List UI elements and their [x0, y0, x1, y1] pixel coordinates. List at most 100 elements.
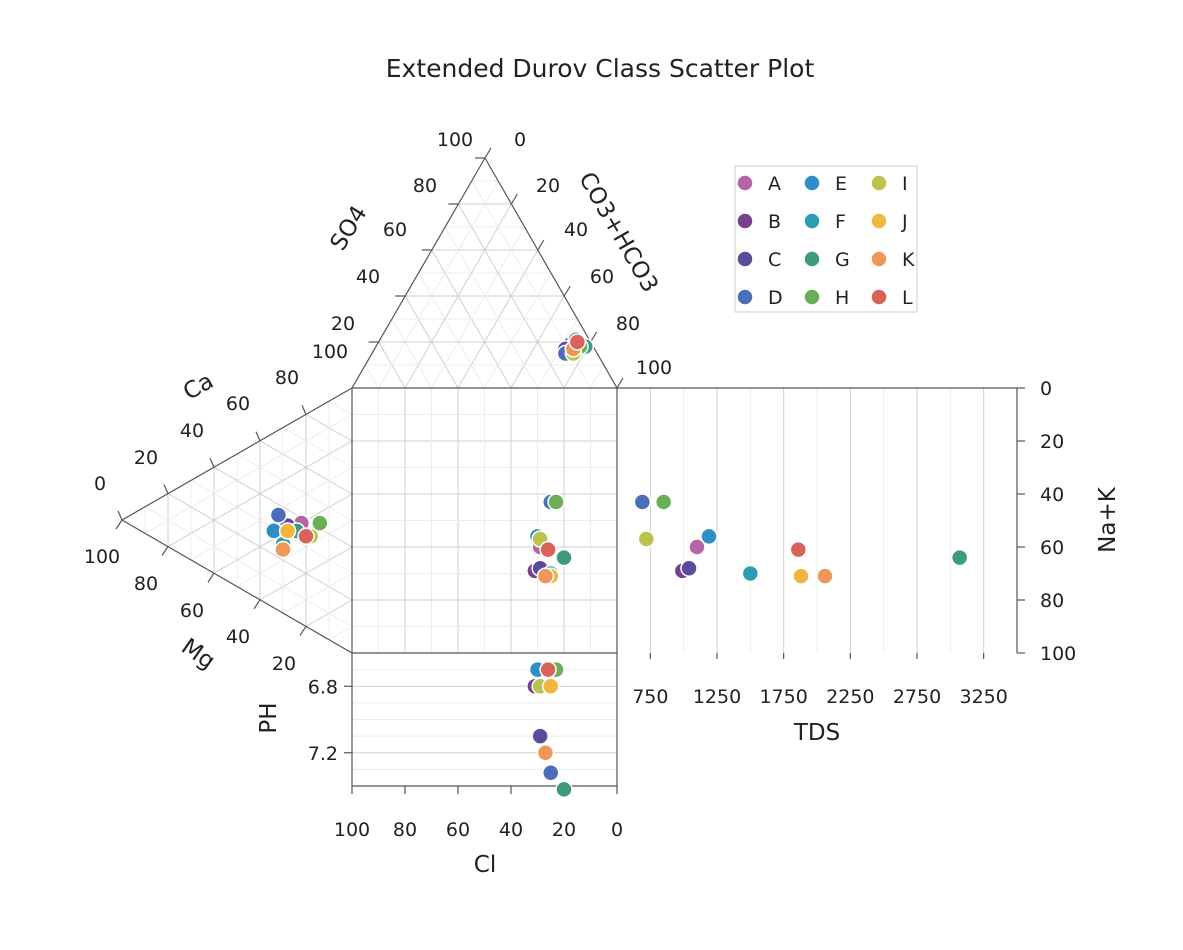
point-cation-h [311, 514, 329, 532]
ca-tick-label: 0 [94, 473, 106, 495]
co3-tick [590, 331, 598, 343]
point-ph-c [531, 727, 549, 745]
co3-tick-label: 40 [564, 219, 588, 241]
cation-grid [167, 493, 353, 601]
legend-label-i: I [902, 173, 908, 195]
legend-marker-h [803, 288, 821, 306]
co3-tick [616, 377, 624, 389]
nak-tick-label: 60 [1040, 537, 1064, 559]
tds-tick-label: 3250 [959, 686, 1007, 708]
cation-grid [144, 414, 353, 534]
legend-label-j: J [901, 211, 908, 233]
legend-marker-i [870, 174, 888, 192]
tds-axis-label: TDS [793, 720, 840, 746]
cl-tick-label: 80 [393, 819, 417, 841]
cation-grid [328, 626, 353, 641]
mg-tick-label: 60 [180, 600, 204, 622]
tds-tick-label: 1750 [759, 686, 807, 708]
so4-tick-label: 60 [383, 219, 407, 241]
point-cation-k [274, 540, 292, 559]
point-square-h [547, 493, 565, 511]
so4-tick-label: 20 [331, 313, 355, 335]
co3-tick [537, 239, 545, 251]
nak-tick-label: 0 [1040, 378, 1052, 400]
legend-label-d: D [768, 287, 783, 309]
legend-marker-j [870, 212, 888, 230]
ca-axis-label: Ca [179, 368, 218, 406]
chart-title: Extended Durov Class Scatter Plot [386, 54, 815, 83]
point-ph-l [539, 660, 557, 679]
point-tds-d [633, 493, 652, 511]
legend-label-f: F [835, 211, 846, 233]
co3-tick-label: 80 [616, 313, 640, 335]
tds-tick-label: 2750 [893, 686, 941, 708]
legend-marker-g [803, 250, 821, 268]
mg-axis-label: Mg [176, 634, 219, 675]
point-square-k [536, 567, 555, 585]
point-tds-f [741, 564, 760, 583]
cl-tick-label: 20 [552, 819, 576, 841]
co3-tick [563, 285, 571, 297]
legend-marker-f [803, 212, 821, 230]
mg-tick-label: 40 [226, 626, 250, 648]
anion-grid [444, 226, 538, 389]
anion-grid [457, 203, 565, 389]
legend-marker-a [736, 174, 754, 192]
cation-grid [236, 520, 353, 587]
so4-tick-label: 100 [437, 129, 473, 151]
co3-tick-label: 100 [636, 357, 672, 379]
cation-grid [282, 573, 353, 614]
cl-tick-label: 100 [334, 819, 370, 841]
anion-grid [378, 180, 499, 389]
point-tds-e [700, 527, 718, 546]
ca-tick [117, 510, 123, 521]
ca-tick [301, 405, 307, 415]
point-tds-a [688, 538, 706, 556]
tds-tick-label: 2250 [826, 686, 874, 708]
anion-grid [590, 364, 605, 389]
point-tds-l [789, 540, 808, 559]
so4-extra-tick-label: 100 [312, 341, 348, 363]
so4-tick-label: 80 [413, 175, 437, 197]
tds-tick-label: 1250 [693, 686, 741, 708]
cl-tick-label: 0 [611, 819, 623, 841]
anion-right-edge [484, 157, 618, 389]
point-tds-j [792, 567, 810, 585]
mg-tick-label: 20 [272, 653, 296, 675]
so4-tick-label: 40 [356, 266, 380, 288]
anion-grid [484, 272, 552, 389]
point-square-g [555, 548, 573, 567]
ca-tick [209, 457, 215, 468]
mg-tick-label: 80 [134, 573, 158, 595]
cation-grid [167, 440, 353, 548]
tds-tick-label: 750 [632, 686, 668, 708]
legend-marker-c [736, 250, 754, 268]
ca-tick [163, 484, 169, 494]
mg-tick [253, 599, 261, 610]
ph-tick-label: 6.8 [308, 676, 338, 698]
nak-tick-label: 20 [1040, 431, 1064, 453]
anion-grid [404, 203, 512, 389]
nak-axis-label: Na+K [1095, 486, 1121, 553]
legend-label-k: K [902, 249, 915, 271]
legend-marker-e [803, 174, 821, 192]
mg-tick-label: 100 [84, 546, 120, 568]
point-tds-g [950, 548, 969, 567]
nak-tick-label: 40 [1040, 484, 1064, 506]
point-cation-l [297, 527, 315, 546]
legend-marker-d [736, 288, 754, 306]
cation-bottom-edge [121, 519, 353, 654]
anion-grid [364, 364, 379, 389]
cl-tick-label: 60 [446, 819, 470, 841]
cation-grid [328, 400, 353, 415]
co3-tick [510, 193, 518, 205]
co3-tick [484, 147, 492, 159]
point-layer [265, 330, 969, 799]
ca-tick-label: 80 [275, 367, 299, 389]
anion-grid [431, 226, 526, 389]
nak-tick-label: 100 [1040, 643, 1076, 665]
ca-tick [255, 431, 261, 442]
point-anion-l [568, 333, 587, 351]
legend-label-b: B [768, 211, 781, 233]
